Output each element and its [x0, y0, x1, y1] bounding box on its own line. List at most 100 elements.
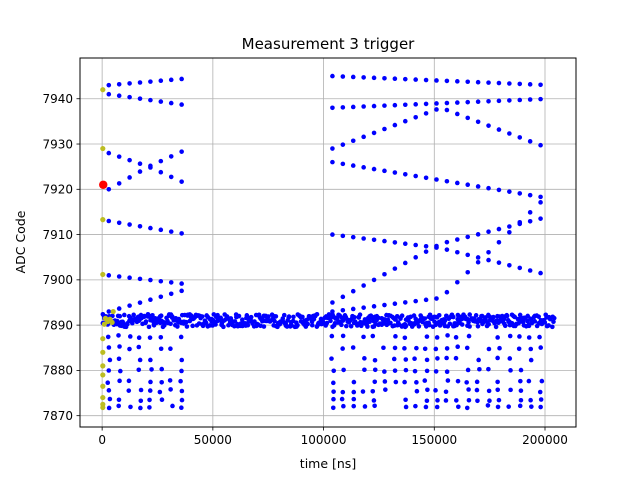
data-point	[486, 249, 491, 255]
data-point	[517, 403, 523, 409]
data-point	[436, 312, 442, 318]
data-point	[281, 312, 287, 318]
data-point	[272, 318, 277, 324]
data-point	[179, 368, 184, 374]
data-point	[445, 378, 451, 383]
data-point	[305, 321, 310, 327]
data-point	[106, 405, 112, 411]
data-point	[136, 344, 142, 350]
data-point	[486, 366, 491, 372]
data-point	[507, 81, 512, 86]
data-point	[372, 367, 378, 373]
data-point	[122, 312, 127, 318]
data-point	[388, 320, 393, 326]
data-point	[392, 301, 398, 307]
data-point	[361, 334, 366, 340]
data-point	[444, 78, 450, 84]
pre-trigger-point	[100, 394, 106, 401]
data-point	[455, 279, 460, 285]
data-point	[527, 82, 533, 87]
data-point	[106, 82, 112, 88]
data-point	[466, 333, 472, 339]
data-point	[382, 302, 387, 308]
data-point	[228, 316, 234, 321]
data-point	[413, 298, 418, 304]
data-point	[536, 314, 541, 319]
data-point	[236, 313, 242, 319]
data-point	[331, 396, 336, 402]
data-point	[464, 345, 470, 351]
x-tick-label: 0	[98, 433, 106, 447]
data-point	[127, 346, 132, 352]
data-point	[526, 378, 532, 384]
data-point	[392, 240, 398, 245]
data-point	[157, 389, 163, 395]
data-point	[350, 306, 356, 312]
data-point	[527, 268, 533, 273]
data-point	[538, 404, 543, 410]
data-point	[351, 403, 357, 409]
data-point	[495, 387, 501, 393]
data-point	[495, 355, 500, 361]
data-point	[158, 278, 164, 284]
data-point	[447, 321, 453, 327]
data-point	[508, 368, 513, 373]
data-point	[528, 357, 534, 363]
data-point	[381, 345, 386, 351]
data-point	[361, 165, 366, 170]
data-point	[402, 300, 408, 305]
data-point	[167, 378, 173, 383]
data-point	[475, 99, 481, 105]
data-point	[261, 324, 267, 329]
data-point	[402, 118, 408, 124]
data-point	[340, 233, 346, 239]
data-point	[150, 313, 155, 318]
data-point	[413, 403, 418, 409]
data-point	[168, 346, 173, 352]
data-point	[178, 334, 184, 340]
trigger-marker-point	[99, 180, 108, 189]
data-point	[382, 379, 388, 384]
data-point	[455, 344, 461, 350]
data-point	[361, 283, 366, 288]
data-point	[116, 403, 121, 409]
data-point	[537, 334, 542, 340]
data-point	[485, 403, 491, 408]
data-point	[248, 314, 254, 320]
data-point	[496, 187, 502, 193]
data-point	[245, 322, 251, 328]
data-point	[496, 226, 502, 232]
data-point	[168, 100, 174, 106]
pre-trigger-point	[100, 87, 106, 93]
data-point	[424, 368, 430, 374]
data-point	[168, 291, 174, 297]
data-point	[455, 237, 460, 242]
data-point	[351, 379, 357, 385]
data-point	[179, 357, 185, 363]
data-point	[116, 306, 122, 311]
data-point	[424, 357, 430, 363]
pre-trigger-point	[100, 383, 106, 389]
data-point	[538, 194, 543, 200]
data-point	[340, 142, 346, 147]
data-point	[425, 387, 430, 393]
data-point	[497, 345, 502, 351]
data-point	[538, 96, 543, 102]
data-point	[127, 334, 133, 339]
data-point	[434, 177, 439, 182]
data-point	[517, 135, 523, 140]
data-point	[218, 315, 224, 321]
data-point	[453, 335, 459, 340]
data-point	[435, 398, 440, 403]
data-point	[450, 314, 456, 320]
data-point	[168, 321, 173, 327]
data-point	[550, 324, 555, 330]
data-point	[179, 149, 184, 154]
data-point	[158, 227, 164, 233]
data-point	[473, 313, 479, 318]
data-point	[328, 318, 333, 324]
x-tick-label: 150000	[411, 433, 457, 447]
data-point	[507, 131, 512, 136]
data-point	[444, 369, 450, 375]
data-point	[444, 178, 450, 184]
